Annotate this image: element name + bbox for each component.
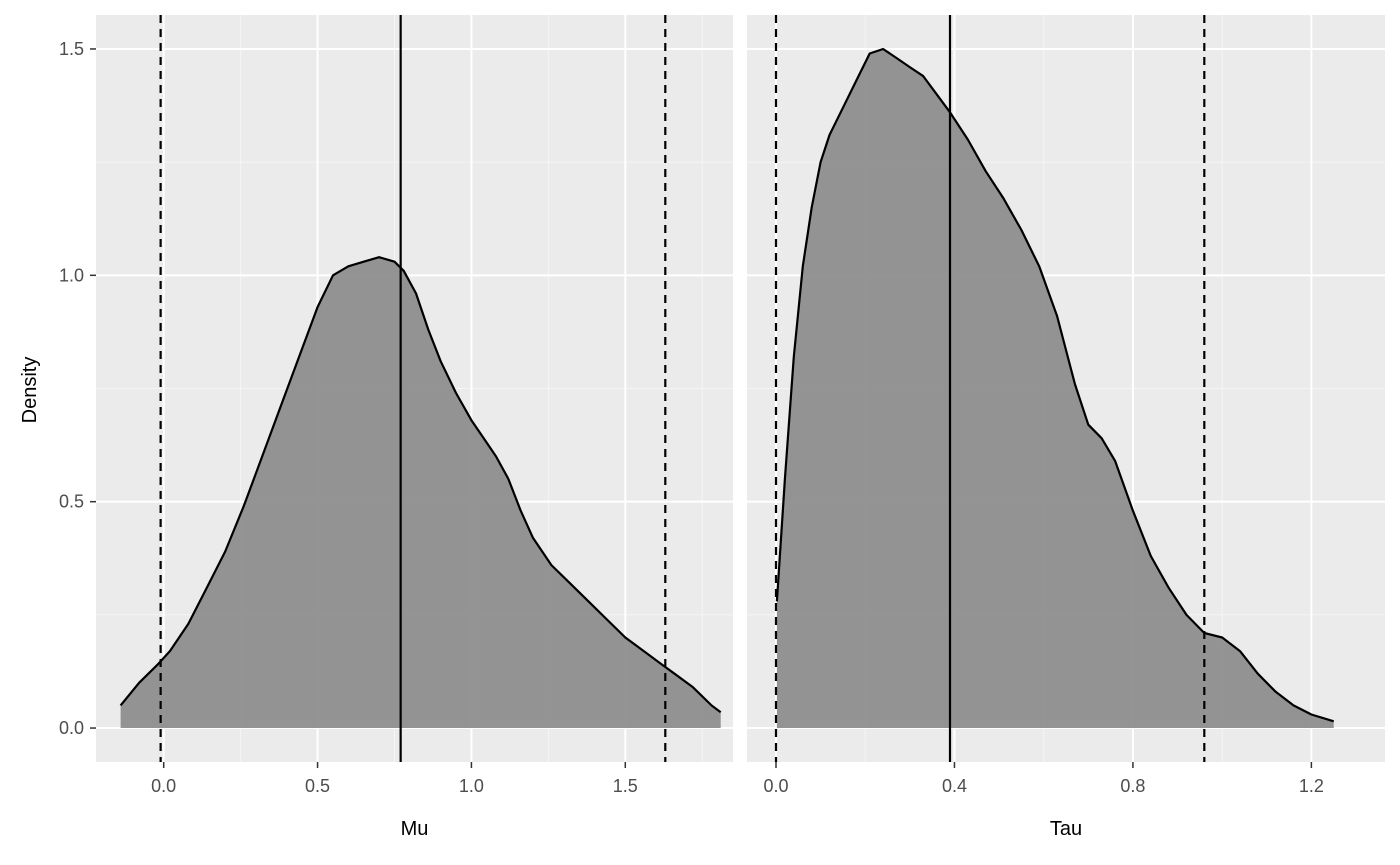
tau-x-tick-label: 0.0 (763, 776, 788, 796)
tau-x-tick-label: 0.4 (942, 776, 967, 796)
panel-tau: 0.0 0.4 0.8 1.2 Tau (747, 15, 1385, 840)
mu-x-tick-label: 1.5 (613, 776, 638, 796)
tau-density-area (776, 49, 1334, 728)
y-tick-label: 0.0 (59, 718, 84, 738)
y-tick-label: 1.5 (59, 39, 84, 59)
panel-mu: 0.0 0.5 1.0 1.5 0.0 0.5 1.0 1.5 Mu (59, 15, 733, 840)
y-tick-label: 0.5 (59, 492, 84, 512)
tau-x-tick-label: 1.2 (1299, 776, 1324, 796)
mu-x-tick-label: 1.0 (459, 776, 484, 796)
mu-x-tick-label: 0.5 (305, 776, 330, 796)
tau-x-axis-title: Tau (1050, 818, 1082, 840)
tau-x-tick-label: 0.8 (1120, 776, 1145, 796)
mu-density-curve (119, 256, 722, 714)
y-axis-title: Density (19, 357, 41, 424)
mu-x-axis-title: Mu (401, 818, 429, 840)
mu-density-area (120, 257, 721, 728)
mu-x-tick-label: 0.0 (151, 776, 176, 796)
tau-density-curve (775, 47, 1335, 723)
y-tick-label: 1.0 (59, 265, 84, 285)
